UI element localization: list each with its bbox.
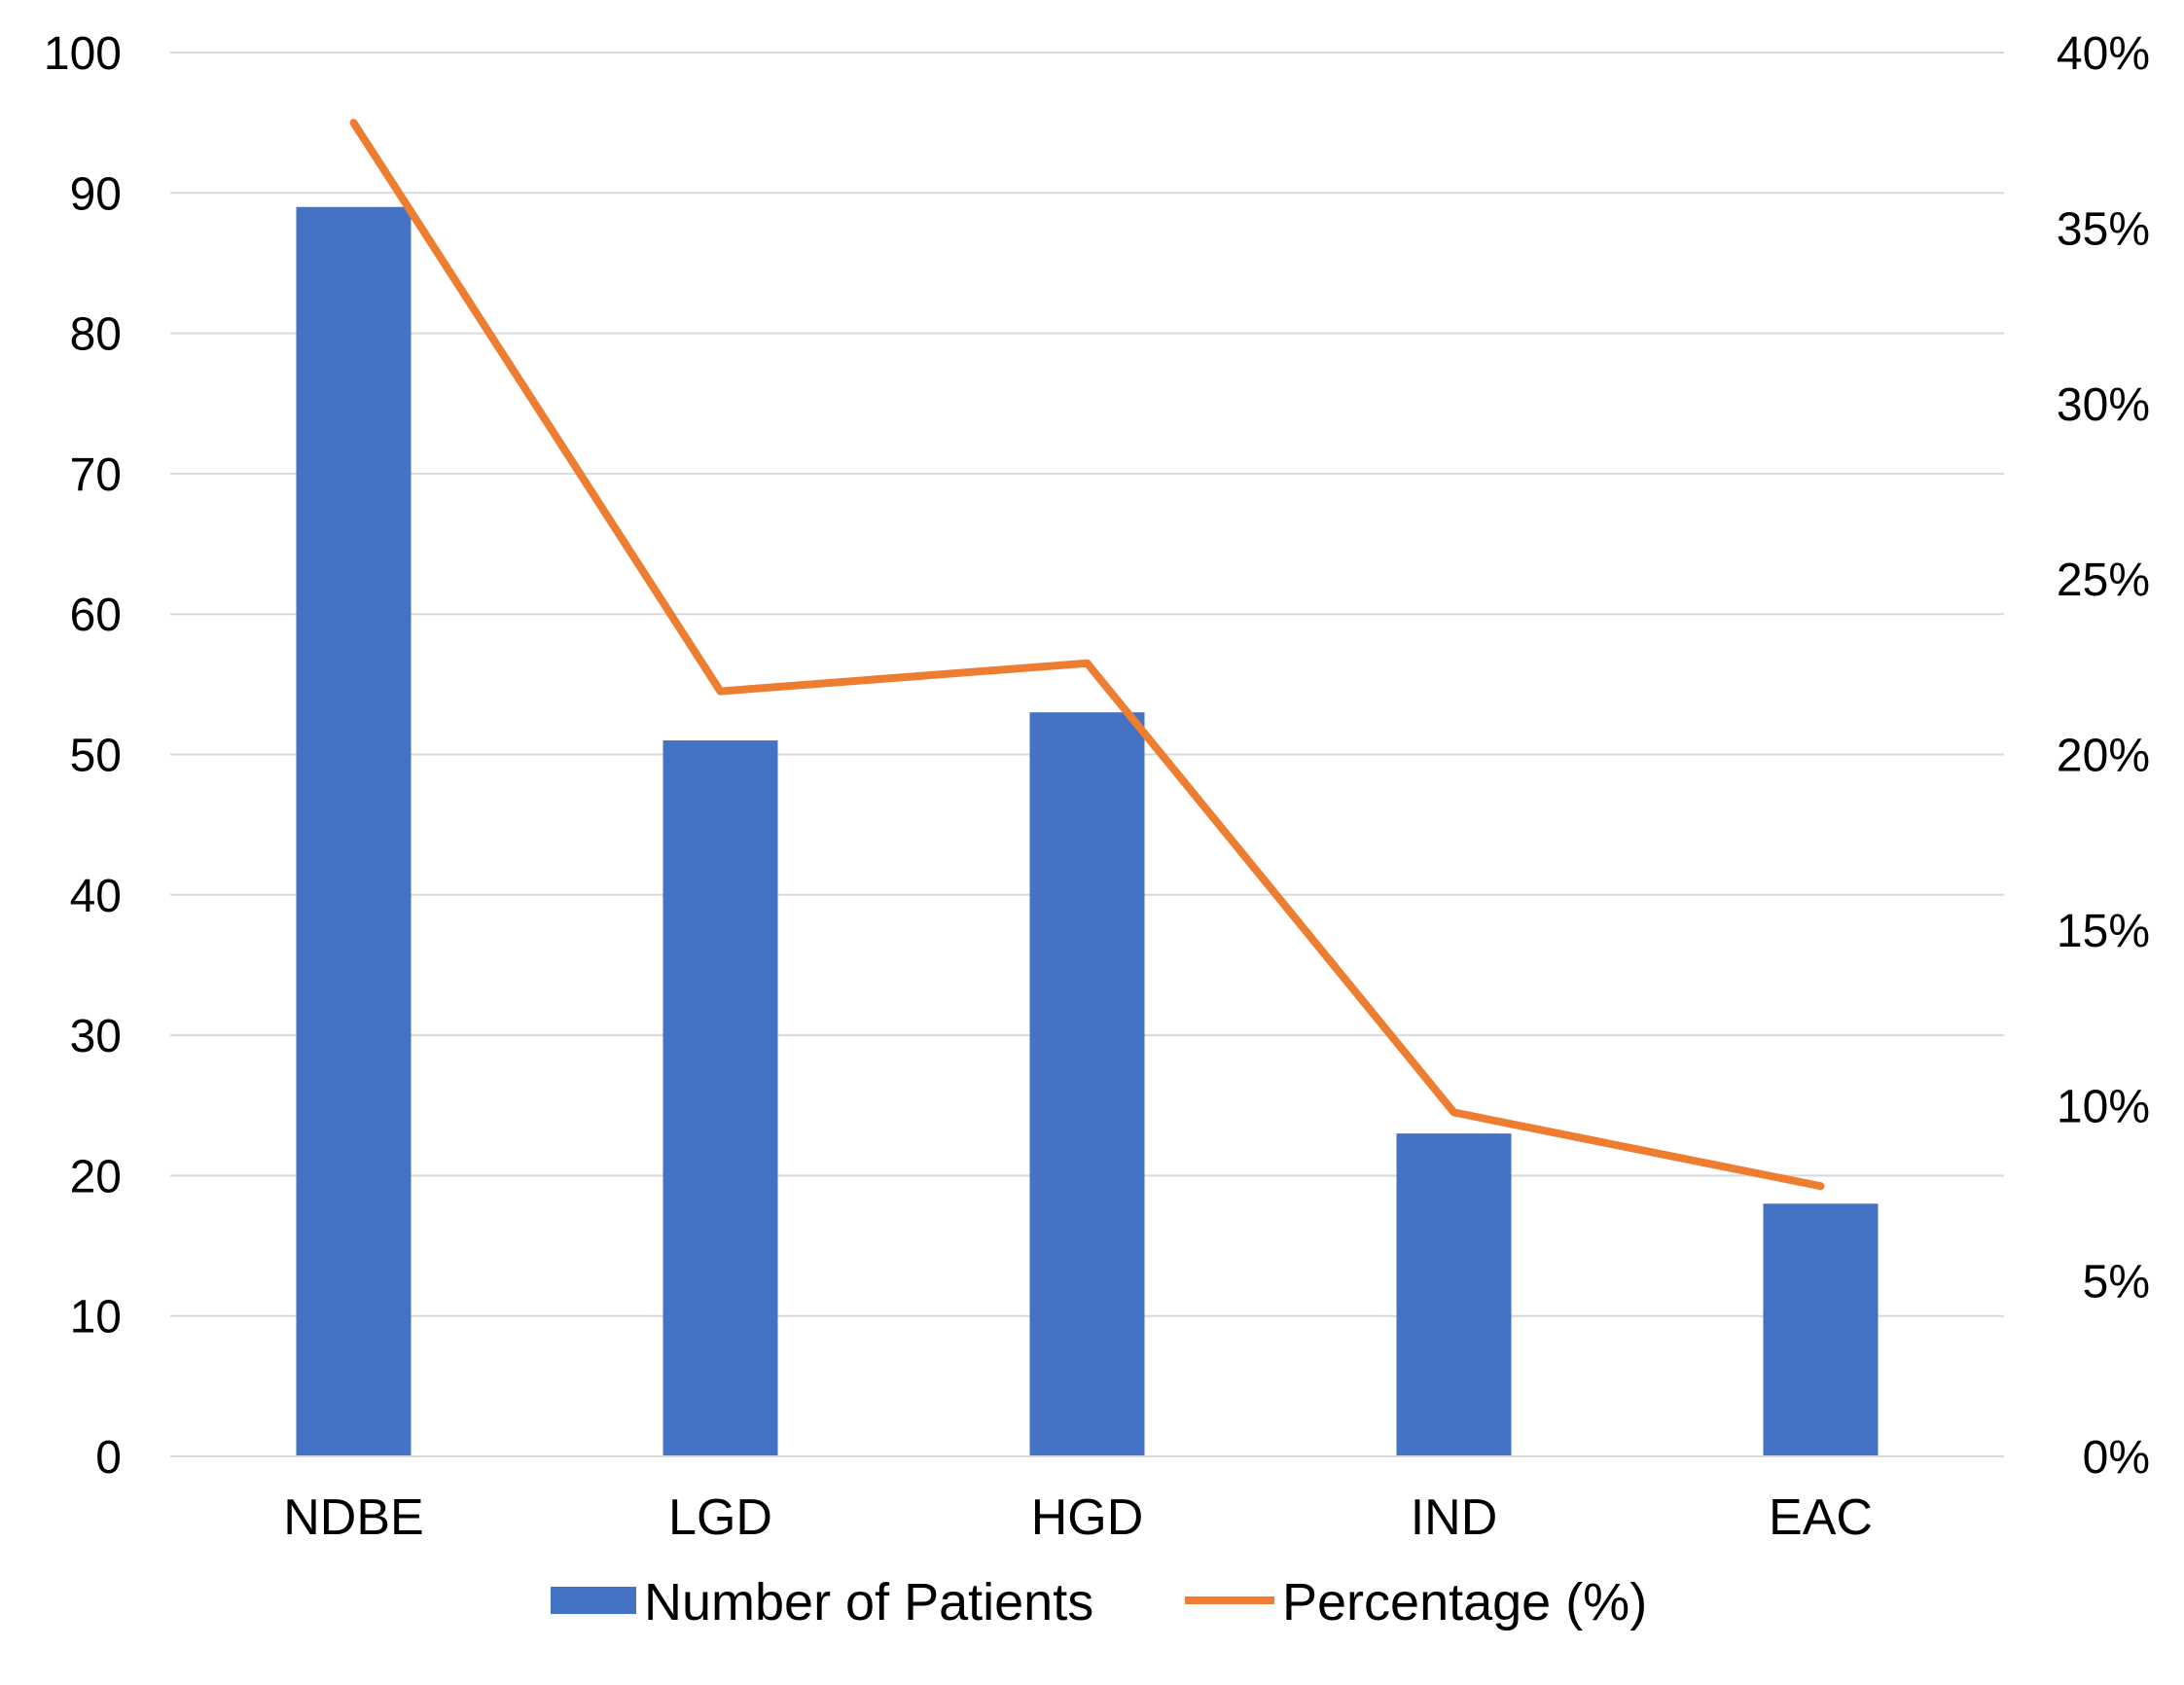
category-label-hgd: HGD [1031, 1489, 1144, 1546]
right-tick-label-1: 5% [2083, 1257, 2150, 1309]
left-tick-label-4: 40 [70, 871, 122, 922]
left-tick-label-7: 70 [70, 449, 122, 501]
right-tick-label-2: 10% [2057, 1081, 2150, 1132]
bar-ind [1396, 1133, 1512, 1456]
bar-hgd [1029, 712, 1145, 1456]
right-tick-label-0: 0% [2083, 1432, 2150, 1484]
category-label-lgd: LGD [668, 1489, 772, 1546]
left-tick-label-6: 60 [70, 590, 122, 641]
line-series [349, 119, 1825, 1191]
bar-ndbe [296, 206, 412, 1457]
category-label-ind: IND [1411, 1489, 1498, 1546]
right-tick-label-7: 35% [2057, 203, 2150, 255]
left-tick-label-9: 90 [70, 168, 122, 220]
legend-label-percentage: Percentage (%) [1282, 1573, 1647, 1631]
bar-series [296, 206, 1879, 1457]
bar-eac [1763, 1203, 1879, 1456]
left-tick-label-2: 20 [70, 1151, 122, 1202]
legend-label-number-of-patients: Number of Patients [644, 1573, 1093, 1631]
legend: Number of Patients Percentage (%) [551, 1573, 1647, 1631]
left-axis-tick-labels: 0 10 20 30 40 50 60 70 80 90 100 [44, 28, 122, 1484]
right-tick-label-3: 15% [2057, 906, 2150, 957]
left-tick-label-10: 100 [44, 28, 122, 80]
bar-lgd [662, 740, 778, 1456]
left-tick-label-8: 80 [70, 309, 122, 361]
right-tick-label-5: 25% [2057, 555, 2150, 606]
category-labels: NDBE LGD HGD IND EAC [283, 1489, 1873, 1546]
legend-swatch-number-of-patients [551, 1587, 636, 1614]
category-label-eac: EAC [1769, 1489, 1873, 1546]
right-tick-label-6: 30% [2057, 379, 2150, 431]
left-tick-label-5: 50 [70, 731, 122, 782]
category-label-ndbe: NDBE [283, 1489, 423, 1546]
right-tick-label-4: 20% [2057, 731, 2150, 782]
left-tick-label-3: 30 [70, 1011, 122, 1062]
right-axis-tick-labels: 0% 5% 10% 15% 20% 25% 30% 35% 40% [2057, 28, 2150, 1484]
left-tick-label-0: 0 [95, 1432, 122, 1484]
right-tick-label-8: 40% [2057, 28, 2150, 80]
left-tick-label-1: 10 [70, 1292, 122, 1344]
